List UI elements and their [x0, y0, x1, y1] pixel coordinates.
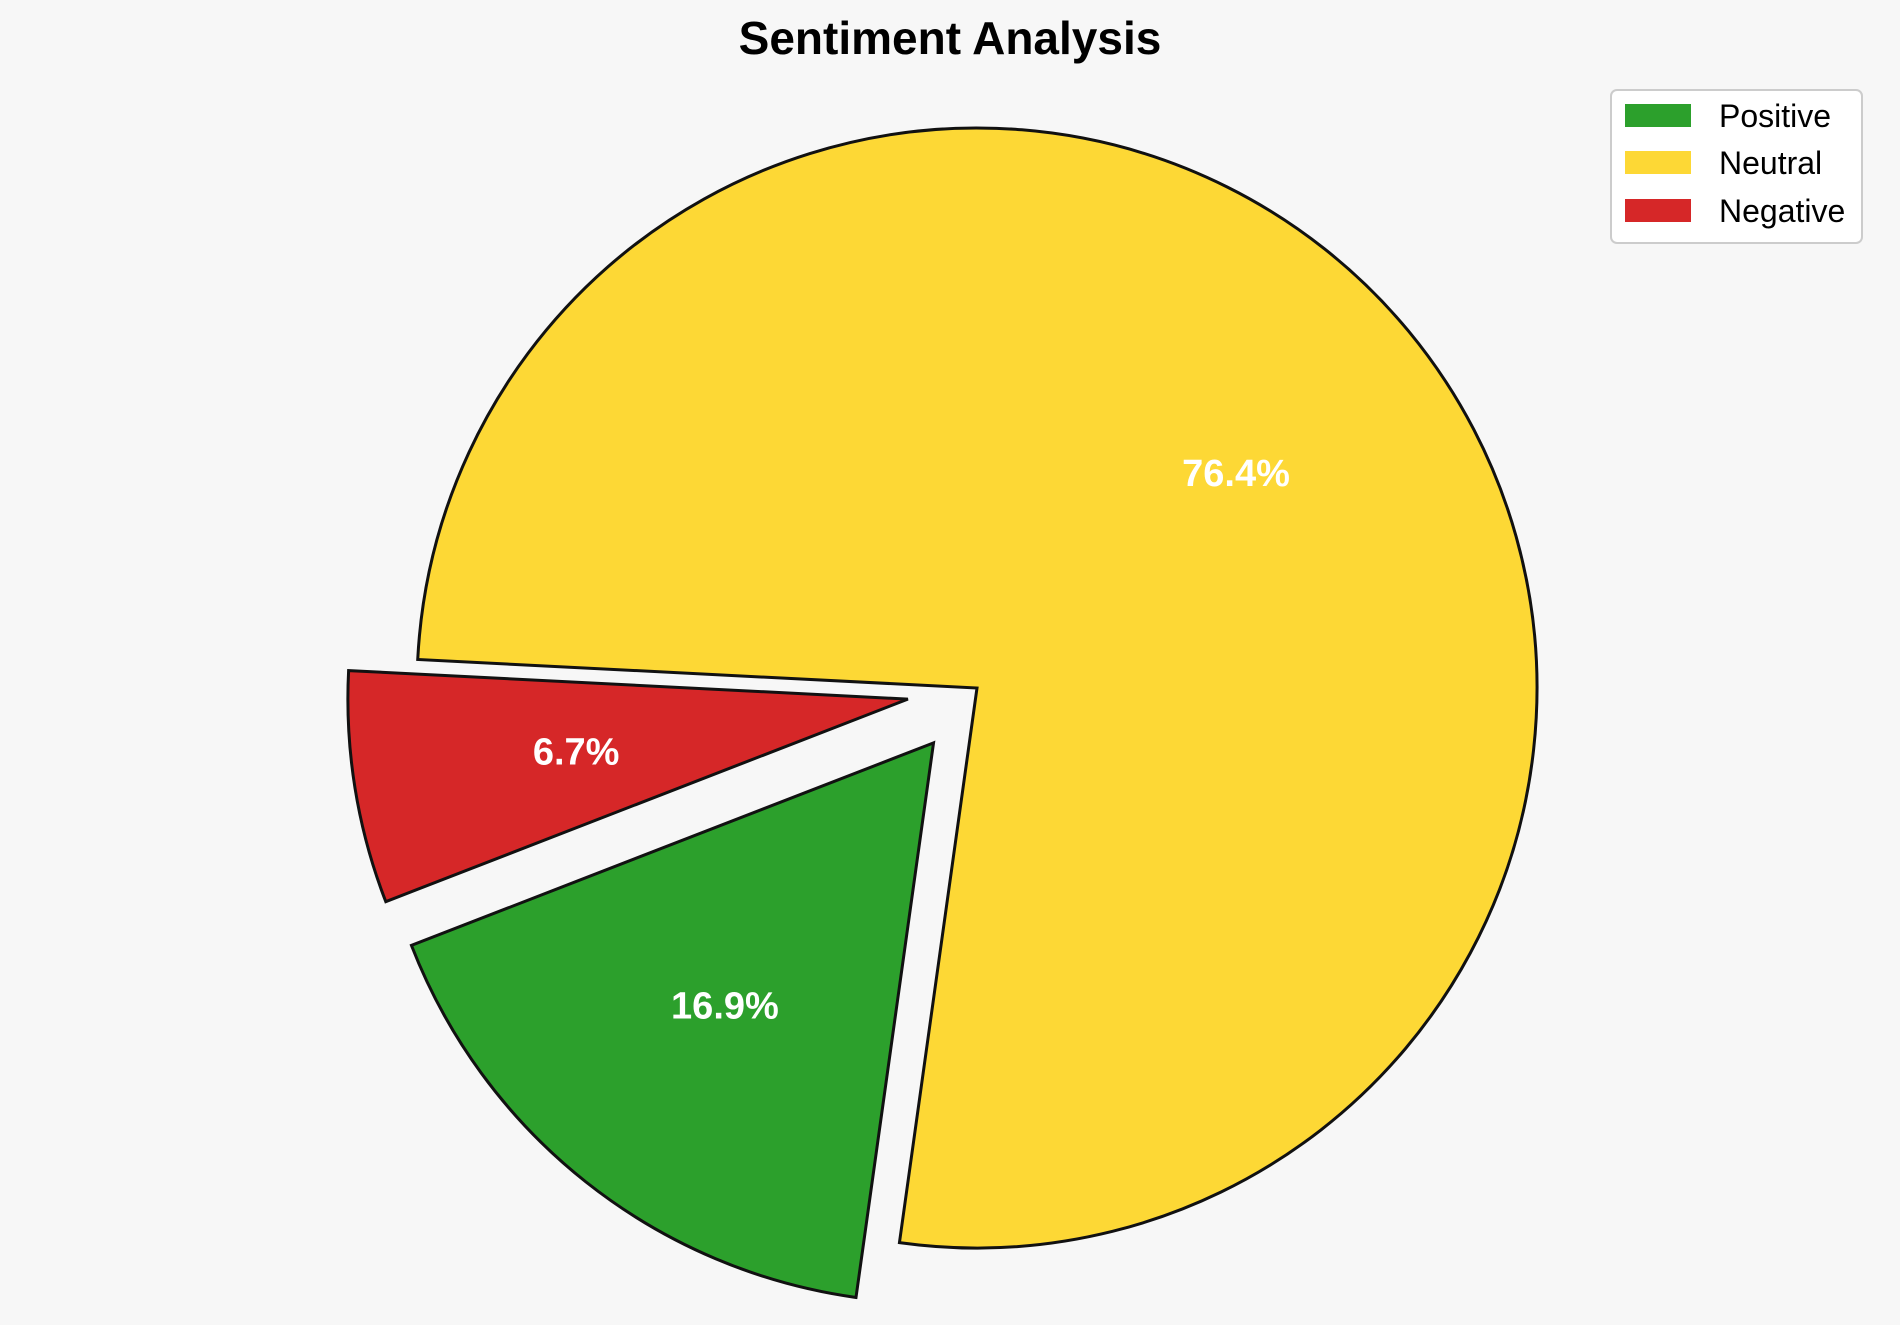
pie-slice-neutral	[416, 126, 1539, 1250]
pie-slice-negative	[346, 669, 909, 904]
legend-swatch-neutral	[1625, 151, 1691, 174]
pie-slice-positive	[409, 740, 936, 1300]
slice-label-neutral: 76.4%	[1182, 453, 1290, 495]
pie-slice-labels: 16.9% 76.4% 6.7%	[533, 453, 1290, 1027]
chart-title: Sentiment Analysis	[739, 12, 1162, 64]
legend-swatch-positive	[1625, 104, 1691, 127]
legend-swatch-negative	[1625, 199, 1691, 222]
legend: Positive Neutral Negative	[1610, 89, 1863, 244]
legend-label-negative: Negative	[1719, 193, 1845, 229]
slice-label-positive: 16.9%	[671, 985, 779, 1027]
legend-label-neutral: Neutral	[1719, 145, 1822, 181]
slice-label-negative: 6.7%	[533, 731, 620, 773]
pie-slices	[346, 126, 1539, 1300]
legend-label-positive: Positive	[1719, 98, 1831, 134]
